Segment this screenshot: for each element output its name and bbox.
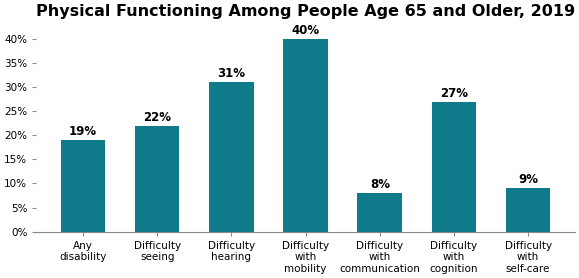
Text: 8%: 8% [370,178,390,191]
Text: Physical Functioning Among People Age 65 and Older, 2019: Physical Functioning Among People Age 65… [36,4,576,19]
Bar [283,39,328,232]
Bar [61,140,105,232]
Bar [209,82,254,232]
Text: 19%: 19% [69,125,97,138]
Text: 27%: 27% [440,87,468,100]
Text: 9%: 9% [518,173,538,186]
Text: 40%: 40% [291,24,320,37]
Bar [135,126,179,232]
Bar [506,188,551,232]
Bar [357,193,402,232]
Bar [432,101,476,232]
Text: 22%: 22% [143,111,171,124]
Text: 31%: 31% [217,67,245,80]
